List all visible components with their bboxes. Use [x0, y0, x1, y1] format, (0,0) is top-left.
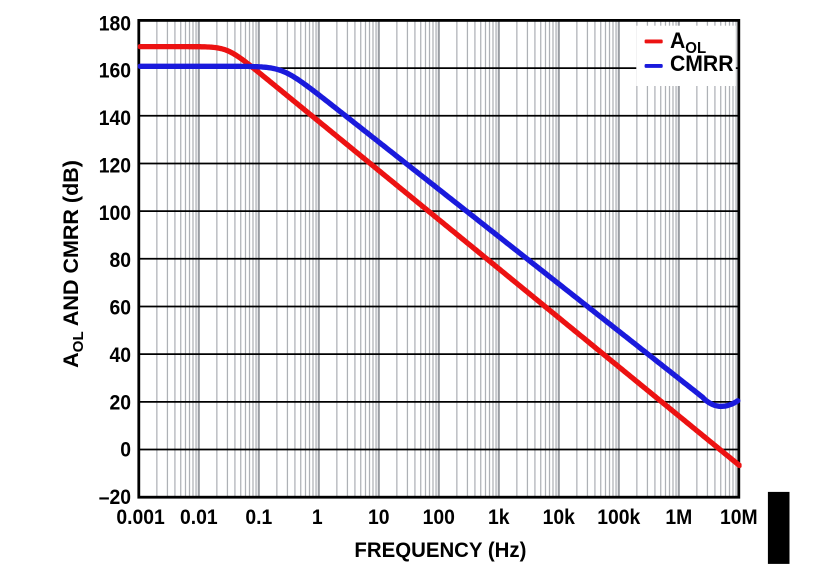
svg-text:AOL AND CMRR (dB): AOL AND CMRR (dB) [59, 160, 87, 368]
svg-text:1k: 1k [488, 505, 510, 529]
svg-text:0: 0 [120, 438, 131, 462]
svg-text:60: 60 [109, 296, 131, 320]
svg-text:CMRR: CMRR [670, 50, 734, 76]
svg-text:180: 180 [99, 11, 131, 35]
svg-text:100: 100 [99, 201, 131, 225]
svg-text:1M: 1M [665, 505, 692, 529]
svg-text:1: 1 [312, 505, 323, 529]
svg-text:0.001: 0.001 [116, 505, 164, 529]
svg-text:100: 100 [423, 505, 455, 529]
svg-text:80: 80 [109, 248, 131, 272]
svg-text:FREQUENCY (Hz): FREQUENCY (Hz) [354, 539, 526, 563]
svg-text:120: 120 [99, 154, 131, 178]
svg-text:10k: 10k [543, 505, 576, 529]
svg-text:0.1: 0.1 [245, 505, 272, 529]
svg-text:10: 10 [368, 505, 390, 529]
svg-text:0.01: 0.01 [180, 505, 218, 529]
svg-text:40: 40 [109, 343, 131, 367]
svg-text:10M: 10M [720, 505, 758, 529]
svg-text:–20: –20 [99, 485, 131, 509]
svg-text:140: 140 [99, 106, 131, 130]
svg-text:20: 20 [109, 390, 131, 414]
svg-text:100k: 100k [597, 505, 641, 529]
svg-text:160: 160 [99, 59, 131, 83]
